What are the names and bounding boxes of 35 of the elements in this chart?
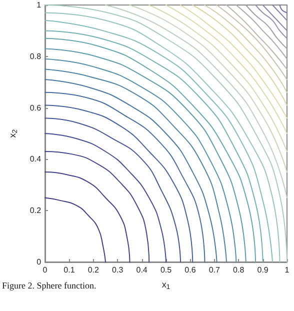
line-series	[105, 4, 288, 198]
line-series	[255, 4, 288, 39]
y-tick-label: 0.2	[30, 206, 42, 216]
x-tick-label: 1	[284, 266, 290, 274]
y-tick-label: 0.6	[30, 103, 42, 112]
line-series	[44, 118, 182, 262]
line-series	[44, 150, 150, 262]
y-tick-label: 1	[36, 0, 42, 10]
line-series	[166, 4, 288, 134]
x-tick-label: 0.7	[208, 266, 221, 274]
line-series	[204, 4, 288, 93]
line-series	[216, 4, 288, 80]
caption: Figure 2. Sphere function.	[2, 280, 96, 290]
x-tick-label: 0.5	[160, 266, 172, 274]
line-series	[129, 4, 288, 173]
y-tick-label: 0	[36, 258, 42, 266]
x-tick-label: 0.9	[257, 266, 269, 274]
line-series	[192, 4, 288, 106]
x-tick-label: 0.3	[112, 266, 124, 274]
x-tick-label: 0	[42, 266, 48, 274]
line-series	[245, 4, 288, 50]
y-tick-label: 0.8	[30, 52, 42, 61]
line-series	[44, 133, 167, 262]
x-tick-label: 0.6	[184, 266, 196, 274]
line-series	[180, 4, 288, 119]
y-tick-label: 0.4	[30, 154, 42, 164]
line-series	[148, 4, 288, 152]
line-series	[44, 197, 106, 262]
x-tick-label: 0.2	[88, 266, 100, 274]
line-series	[226, 4, 288, 70]
x-tick-label: 0.1	[64, 266, 76, 274]
x-tick-label: 0.8	[233, 266, 245, 274]
line-series	[44, 172, 130, 262]
line-series	[236, 4, 288, 60]
x-tick-label: 0.4	[136, 266, 148, 274]
